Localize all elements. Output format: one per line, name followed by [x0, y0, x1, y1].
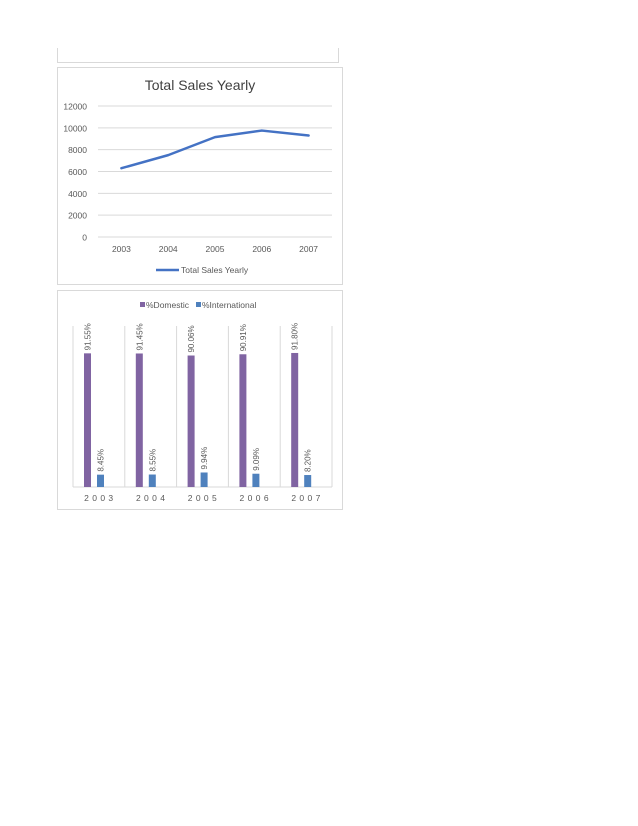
x-tick-label: 2003	[112, 244, 131, 254]
bar-chart: %Domestic %International 2 0 0 3 91.55% 8.45…	[72, 300, 333, 503]
y-tick-label: 2000	[68, 211, 87, 221]
legend-label: Total Sales Yearly	[181, 265, 249, 275]
x-tick-label: 2 0 0 5	[188, 493, 218, 503]
y-tick-label: 0	[82, 233, 87, 243]
legend-label: %International	[202, 300, 256, 310]
x-tick-label: 2005	[206, 244, 225, 254]
bar	[239, 354, 247, 487]
x-tick-label: 2004	[159, 244, 178, 254]
bar	[135, 353, 143, 487]
bar	[200, 472, 208, 487]
x-tick-label: 2 0 0 4	[136, 493, 166, 503]
x-tick-label: 2007	[299, 244, 318, 254]
x-tick-label: 2 0 0 6	[240, 493, 269, 503]
bar	[97, 474, 104, 487]
bar	[187, 355, 195, 487]
data-label: 9.94%	[200, 447, 209, 470]
y-tick-label: 12000	[63, 102, 87, 112]
data-label: 91.55%	[84, 323, 93, 350]
data-label: 91.45%	[135, 323, 144, 350]
y-tick-label: 4000	[68, 189, 87, 199]
x-tick-label: 2 0 0 3	[84, 493, 114, 503]
bar	[304, 475, 312, 487]
bar-chart-container: %Domestic %International 2 0 0 3 91.55% 8.45…	[57, 290, 343, 510]
legend-swatch	[140, 302, 145, 307]
data-label: 8.20%	[304, 449, 313, 472]
line-chart: Total Sales Yearly 0 2000 4000 6000 8000 1000…	[63, 77, 332, 275]
bar	[84, 353, 91, 487]
legend-label: %Domestic	[146, 300, 190, 310]
data-label: 8.55%	[148, 449, 157, 472]
bar	[148, 474, 156, 487]
partial-chart-frame	[57, 48, 339, 63]
line-chart-title: Total Sales Yearly	[145, 77, 256, 93]
data-label: 91.80%	[291, 323, 300, 350]
line-chart-container: Total Sales Yearly 0 2000 4000 6000 8000 1000…	[57, 67, 343, 285]
legend-swatch	[196, 302, 201, 307]
data-label: 9.09%	[252, 448, 261, 471]
bar	[291, 352, 299, 487]
data-label: 8.45%	[97, 449, 106, 472]
x-tick-label: 2006	[252, 244, 271, 254]
y-tick-label: 6000	[68, 167, 87, 177]
y-tick-label: 10000	[63, 123, 87, 133]
data-label: 90.06%	[187, 325, 196, 352]
x-tick-label: 2 0 0 7	[291, 493, 321, 503]
y-tick-label: 8000	[68, 145, 87, 155]
data-label: 90.91%	[239, 324, 248, 351]
bar	[252, 473, 260, 487]
